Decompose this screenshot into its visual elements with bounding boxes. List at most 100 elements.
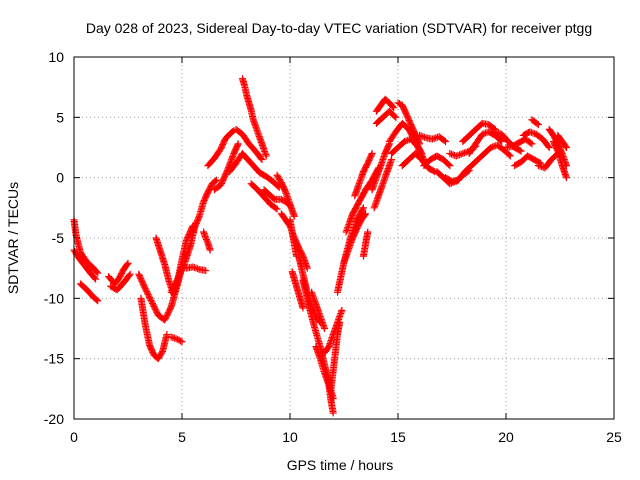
data-point-interp [114, 276, 122, 284]
data-point-interp [240, 81, 248, 89]
data-point-interp [125, 271, 133, 279]
data-point-interp [165, 276, 173, 284]
data-point-interp [344, 248, 352, 256]
data-point-interp [445, 161, 453, 169]
data-point-interp [383, 169, 391, 177]
data-point-interp [260, 171, 268, 179]
data-point-interp [398, 139, 406, 147]
data-point-interp [153, 308, 161, 316]
data-point-interp [516, 146, 524, 154]
data-point-interp [290, 211, 298, 219]
data-point-interp [384, 143, 392, 151]
data-point-interp [485, 146, 493, 154]
data-point-interp [440, 137, 448, 145]
data-point [416, 131, 424, 139]
data-point-interp [169, 284, 177, 292]
data-point-interp [118, 281, 126, 289]
data-point-interp [93, 296, 101, 304]
data-point-interp [270, 203, 278, 211]
data-point-interp [234, 141, 242, 149]
data-point-interp [375, 104, 383, 112]
data-point-interp [401, 108, 409, 116]
data-point [148, 298, 156, 306]
data-point-interp [311, 299, 319, 307]
data-point-interp [512, 140, 520, 148]
data-point-interp [254, 166, 262, 174]
data-point-interp [262, 150, 270, 158]
data-point-interp [363, 229, 371, 237]
data-point-interp [437, 154, 445, 162]
data-point-interp [411, 140, 419, 148]
data-point-interp [556, 135, 564, 143]
data-point-interp [388, 101, 396, 109]
data-point-interp [360, 188, 368, 196]
data-point-interp [372, 175, 380, 183]
data-point-interp [72, 230, 80, 238]
data-point-interp [490, 124, 498, 132]
data-point-interp [402, 137, 410, 145]
data-point-interp [352, 227, 360, 235]
y-tick-label: 10 [48, 49, 64, 65]
data-point-interp [515, 159, 523, 167]
data-point-interp [206, 245, 214, 253]
data-point-interp [280, 213, 288, 221]
data-point-interp [553, 146, 561, 154]
data-point-interp [256, 153, 264, 161]
plot-frame [73, 56, 615, 420]
data-point-interp [299, 303, 307, 311]
data-point-interp [527, 128, 535, 136]
data-point-interp [429, 167, 437, 175]
data-point-interp [406, 118, 414, 126]
data-point-interp [166, 306, 174, 314]
data-point-interp [170, 282, 178, 290]
data-point-interp [194, 265, 202, 273]
data-point-interp [437, 172, 445, 180]
data-point-interp [143, 289, 151, 297]
data-point-interp [202, 236, 210, 244]
data-point-interp [356, 219, 364, 227]
data-point-interp [493, 128, 501, 136]
data-point-interp [476, 121, 484, 129]
data-point-interp [170, 334, 178, 342]
data-point-interp [414, 144, 422, 152]
data-point-interp [359, 205, 367, 213]
data-point-interp [320, 323, 328, 331]
data-point-interp [142, 286, 150, 294]
data-point-interp [247, 105, 255, 113]
data-point-interp [529, 129, 537, 137]
data-point-interp [361, 211, 369, 219]
data-point-interp [158, 349, 166, 357]
data-point-interp [220, 138, 228, 146]
data-point-interp [165, 307, 173, 315]
data-point-interp [162, 313, 170, 321]
data-point-interp [147, 296, 155, 304]
data-point-interp [151, 305, 159, 313]
data-point-interp [504, 150, 512, 158]
data-point-interp [150, 302, 158, 310]
data-point-interp [419, 133, 427, 141]
data-point-interp [456, 151, 464, 159]
data-point-interp [272, 204, 280, 212]
data-point-interp [533, 120, 541, 128]
data-point-interp [177, 337, 185, 345]
data-point-interp [476, 133, 484, 141]
data-point-interp [470, 143, 478, 151]
data-point-interp [354, 200, 362, 208]
data-point-interp [395, 100, 403, 108]
data-point-interp [316, 341, 324, 349]
data-point-interp [172, 279, 180, 287]
data-point-interp [430, 134, 438, 142]
data-point [459, 150, 467, 158]
data-point-interp [236, 128, 244, 136]
data-point-interp [316, 311, 324, 319]
data-point-interp [242, 90, 250, 98]
data-point-interp [214, 183, 222, 191]
data-point-interp [203, 191, 211, 199]
data-point-interp [320, 368, 328, 376]
data-point-interp [544, 142, 552, 150]
data-point-interp [316, 353, 324, 361]
y-tick-label: 0 [56, 170, 64, 186]
data-point-interp [311, 327, 319, 335]
data-point-interp [192, 264, 200, 272]
